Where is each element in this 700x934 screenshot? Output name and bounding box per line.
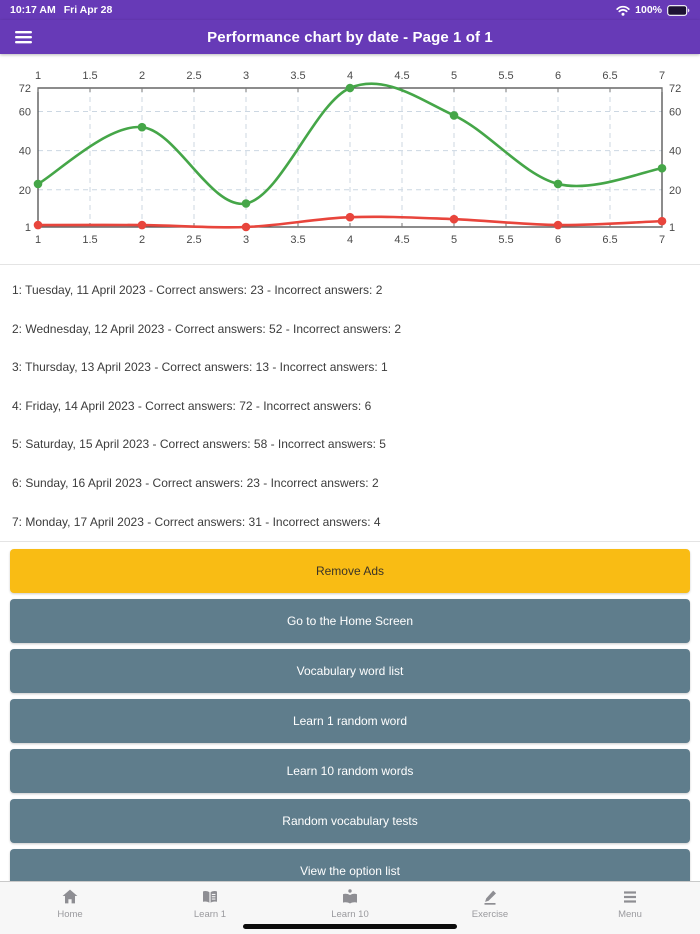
x-axis-label-bottom: 3 [243,234,249,246]
series-point-correct [241,199,251,208]
performance-chart: 111.51.5222.52.5333.53.5444.54.5555.55.5… [19,70,682,246]
x-axis-label-bottom: 2.5 [186,234,201,246]
x-axis-label-top: 2 [139,70,145,82]
y-axis-label-right: 72 [669,83,681,95]
x-axis-label-bottom: 6.5 [602,234,617,246]
result-line-4: 4: Friday, 14 April 2023 - Correct answe… [12,398,372,413]
book-open-icon [203,891,217,903]
series-point-correct [553,179,563,189]
chart-divider [0,264,700,265]
results-list: 1: Tuesday, 11 April 2023 - Correct answ… [12,271,690,541]
x-axis-label-top: 1 [35,70,41,82]
battery-icon [667,4,690,16]
x-axis-label-bottom: 2 [139,234,145,246]
y-axis-label-left: 1 [25,222,31,234]
result-line-6: 6: Sunday, 16 April 2023 - Correct answe… [12,475,379,490]
tab-learn-10[interactable]: Learn 10 [280,882,420,934]
series-point-incorrect [137,220,147,230]
x-axis-label-top: 6.5 [602,70,617,82]
tab-learn-1[interactable]: Learn 1 [140,882,280,934]
tab-label: Home [57,909,83,920]
page-title: Performance chart by date - Page 1 of 1 [207,28,493,46]
result-line-1: 1: Tuesday, 11 April 2023 - Correct answ… [12,283,383,297]
tab-label: Menu [618,909,642,920]
x-axis-label-top: 4 [347,70,353,82]
vocabulary-word-list-button[interactable]: Vocabulary word list [10,649,690,693]
y-axis-label-left: 20 [19,185,31,197]
series-point-correct [33,179,43,189]
x-axis-label-bottom: 7 [659,234,665,246]
result-line-2: 2: Wednesday, 12 April 2023 - Correct an… [12,321,402,336]
series-point-correct [657,163,667,173]
x-axis-label-top: 3.5 [290,70,305,82]
x-axis-label-top: 5.5 [498,70,513,82]
battery-percent: 100% [635,4,662,16]
home-screen-button[interactable]: Go to the Home Screen [10,599,690,643]
series-point-incorrect [657,216,667,226]
x-axis-label-bottom: 3.5 [290,234,305,246]
x-axis-label-top: 5 [451,70,457,82]
home-indicator[interactable] [243,924,457,929]
x-axis-label-top: 6 [555,70,561,82]
x-axis-label-top: 7 [659,70,665,82]
result-line-5: 5: Saturday, 15 April 2023 - Correct ans… [12,437,386,452]
x-axis-label-top: 4.5 [394,70,409,82]
pencil-icon [484,890,496,905]
y-axis-label-left: 40 [19,146,31,158]
result-line-3: 3: Thursday, 13 April 2023 - Correct ans… [12,360,388,375]
x-axis-label-bottom: 4 [347,234,353,246]
series-point-incorrect [449,214,459,224]
tab-label: Exercise [471,909,509,920]
hamburger-icon [14,30,32,43]
wifi-icon [616,5,630,16]
series-point-correct [345,83,355,93]
tab-label: Learn 10 [331,909,369,920]
learn-10-random-words-button[interactable]: Learn 10 random words [10,749,690,793]
status-bar: 10:17 AM Fri Apr 28 100% [0,0,700,20]
y-axis-label-right: 40 [669,146,681,158]
y-axis-label-left: 60 [19,106,31,118]
y-axis-label-right: 60 [669,106,681,118]
x-axis-label-bottom: 5 [451,234,457,246]
series-point-correct [449,111,459,120]
x-axis-label-bottom: 5.5 [498,234,513,246]
tab-exercise[interactable]: Exercise [420,882,560,934]
status-date: Fri Apr 28 [63,4,113,16]
result-line-7: 7: Monday, 17 April 2023 - Correct answe… [12,514,381,529]
x-axis-label-top: 1.5 [82,70,97,82]
series-point-incorrect [345,212,355,222]
nav-menu-button[interactable] [8,24,38,50]
series-point-incorrect [553,220,563,230]
home-icon [62,889,78,904]
status-time: 10:17 AM [10,4,56,16]
y-axis-label-right: 20 [669,185,681,197]
learn-1-random-word-button[interactable]: Learn 1 random word [10,699,690,743]
buttons-divider [0,541,700,542]
action-buttons: Remove Ads Go to the Home Screen Vocabul… [10,549,690,899]
y-axis-label-left: 72 [19,83,31,95]
random-vocabulary-tests-button[interactable]: Random vocabulary tests [10,799,690,843]
tab-menu[interactable]: Menu [560,882,700,934]
series-point-incorrect [241,222,251,232]
y-axis-label-right: 1 [669,222,675,234]
series-point-correct [137,122,147,132]
x-axis-label-bottom: 1.5 [82,234,97,246]
x-axis-label-top: 3 [243,70,249,82]
x-axis-label-top: 2.5 [186,70,201,82]
remove-ads-button[interactable]: Remove Ads [10,549,690,593]
series-point-incorrect [33,220,43,230]
tab-home[interactable]: Home [0,882,140,934]
menu-icon [624,891,636,903]
book-learn-icon [343,889,357,904]
x-axis-label-bottom: 6 [555,234,561,246]
navigation-bar: Performance chart by date - Page 1 of 1 [0,20,700,54]
x-axis-label-bottom: 4.5 [394,234,409,246]
x-axis-label-bottom: 1 [35,234,41,246]
tab-label: Learn 1 [193,909,227,920]
